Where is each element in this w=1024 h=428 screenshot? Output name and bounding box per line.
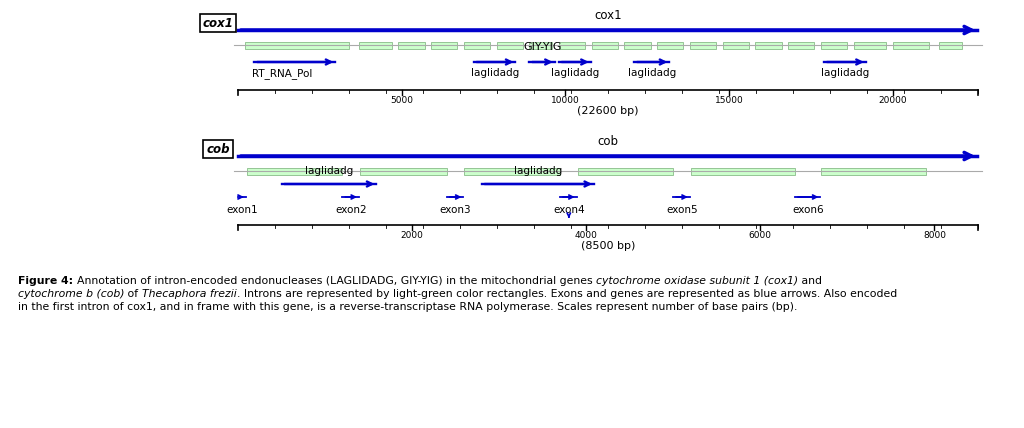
Text: exon4: exon4	[553, 205, 585, 215]
Bar	[690, 42, 716, 48]
Text: 20000: 20000	[879, 96, 907, 105]
Bar	[529, 42, 552, 48]
Text: cox1: cox1	[203, 17, 233, 30]
Text: . Introns are represented by light-green color rectangles. Exons and genes are r: . Introns are represented by light-green…	[237, 289, 897, 299]
Text: laglidadg: laglidadg	[471, 68, 519, 78]
Text: GIY-YIG: GIY-YIG	[523, 42, 562, 52]
Bar	[497, 42, 523, 48]
Bar	[939, 42, 962, 48]
Text: laglidadg: laglidadg	[305, 166, 353, 176]
Text: laglidadg: laglidadg	[551, 68, 599, 78]
Text: 8000: 8000	[923, 231, 946, 240]
Text: RT_RNA_Pol: RT_RNA_Pol	[252, 68, 312, 79]
Bar	[359, 167, 446, 175]
Text: 2000: 2000	[400, 231, 424, 240]
Text: (8500 bp): (8500 bp)	[581, 241, 635, 251]
Bar	[821, 42, 847, 48]
Text: cytochrome oxidase subunit 1 (cox1): cytochrome oxidase subunit 1 (cox1)	[596, 276, 798, 286]
Text: exon3: exon3	[440, 205, 471, 215]
Bar	[625, 42, 650, 48]
Bar	[657, 42, 683, 48]
Bar	[431, 42, 458, 48]
Bar	[723, 42, 749, 48]
Text: laglidadg: laglidadg	[821, 68, 869, 78]
Bar	[788, 42, 814, 48]
Text: exon6: exon6	[793, 205, 824, 215]
Text: exon5: exon5	[667, 205, 697, 215]
Text: cob: cob	[597, 135, 618, 148]
Text: 15000: 15000	[715, 96, 743, 105]
Text: exon2: exon2	[336, 205, 367, 215]
Bar	[464, 167, 560, 175]
Bar	[578, 167, 674, 175]
Text: of: of	[125, 289, 142, 299]
Text: cox1: cox1	[594, 9, 622, 22]
Bar	[592, 42, 617, 48]
Bar	[359, 42, 392, 48]
Text: 6000: 6000	[749, 231, 772, 240]
Text: 10000: 10000	[551, 96, 580, 105]
Bar	[821, 167, 926, 175]
Bar	[756, 42, 781, 48]
Text: 4000: 4000	[574, 231, 598, 240]
Text: 5000: 5000	[390, 96, 414, 105]
Bar	[691, 167, 796, 175]
Text: exon1: exon1	[226, 205, 258, 215]
Bar	[245, 42, 349, 48]
Text: Figure 4:: Figure 4:	[18, 276, 77, 286]
Text: laglidadg: laglidadg	[628, 68, 676, 78]
Text: in the first intron of cox1, and in frame with this gene, is a reverse-transcrip: in the first intron of cox1, and in fram…	[18, 302, 798, 312]
Bar	[464, 42, 490, 48]
Bar	[398, 42, 425, 48]
Text: (22600 bp): (22600 bp)	[578, 106, 639, 116]
Bar	[247, 167, 342, 175]
Text: and: and	[798, 276, 822, 286]
Bar	[893, 42, 929, 48]
Text: cytochrome b (cob): cytochrome b (cob)	[18, 289, 125, 299]
Bar	[854, 42, 887, 48]
Text: cob: cob	[206, 143, 229, 155]
Text: Thecaphora frezii: Thecaphora frezii	[142, 289, 237, 299]
Text: Annotation of intron-encoded endonucleases (LAGLIDADG, GIY-YIG) in the mitochond: Annotation of intron-encoded endonucleas…	[77, 276, 596, 286]
Text: laglidadg: laglidadg	[514, 166, 562, 176]
Bar	[559, 42, 585, 48]
